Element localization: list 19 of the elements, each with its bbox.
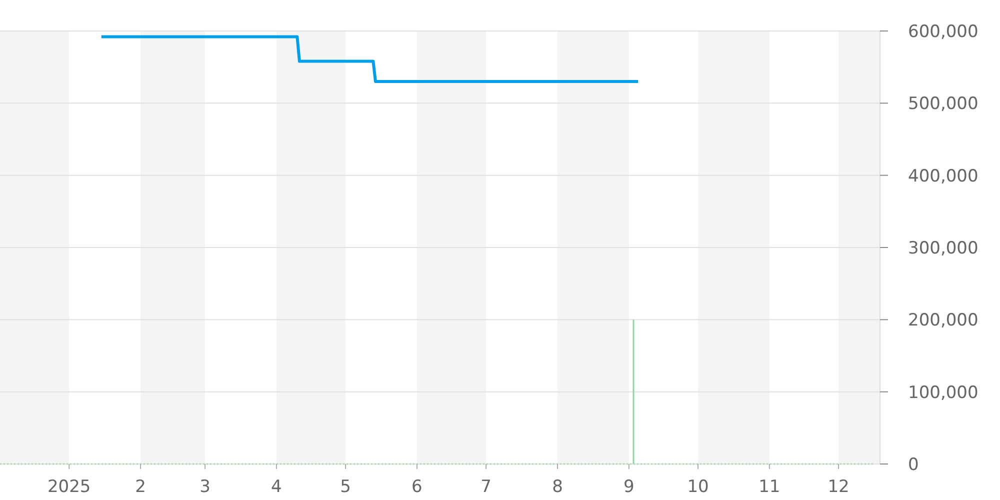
x-tick-label: 5 [340, 477, 351, 497]
y-tick-label: 100,000 [908, 382, 978, 403]
y-tick-label: 200,000 [908, 310, 978, 331]
x-tick-label: 2 [135, 477, 146, 497]
x-tick-label: 2025 [47, 477, 91, 497]
x-tick-label: 4 [271, 477, 282, 497]
y-tick-label: 300,000 [908, 238, 978, 258]
x-tick-label: 12 [828, 477, 850, 497]
y-tick-label: 600,000 [908, 22, 978, 42]
y-tick-label: 0 [908, 454, 919, 475]
x-tick-label: 3 [200, 477, 210, 497]
y-tick-label: 500,000 [908, 94, 978, 114]
x-tick-label: 8 [552, 477, 563, 497]
y-tick-label: 400,000 [908, 166, 978, 186]
x-tick-label: 11 [758, 477, 780, 497]
x-tick-label: 9 [623, 477, 634, 497]
x-tick-label: 7 [480, 477, 492, 497]
x-tick-label: 6 [412, 477, 422, 497]
x-tick-label: 10 [687, 477, 709, 497]
